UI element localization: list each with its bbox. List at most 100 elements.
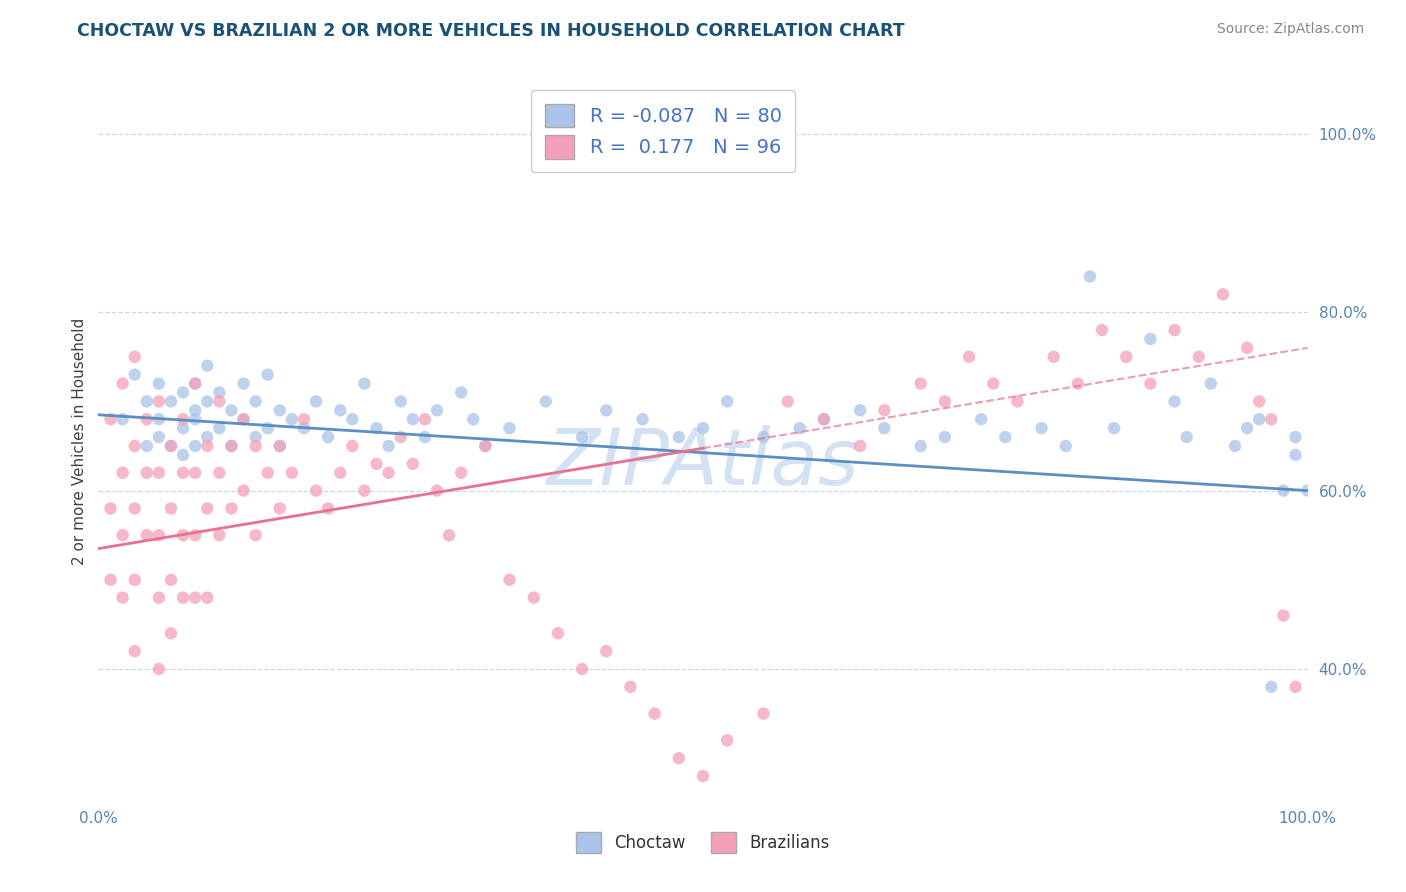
Point <box>195 591 218 605</box>
Point <box>1236 341 1258 355</box>
Point <box>1031 421 1053 435</box>
Point <box>910 376 932 391</box>
Point <box>342 412 364 426</box>
Point <box>160 573 183 587</box>
Point <box>994 430 1017 444</box>
Point <box>124 439 146 453</box>
Point <box>1284 448 1306 462</box>
Point <box>1284 430 1306 444</box>
Point <box>463 412 485 426</box>
Point <box>269 501 291 516</box>
Point <box>148 528 170 542</box>
Point <box>1284 680 1306 694</box>
Point <box>184 439 207 453</box>
Point <box>172 448 194 462</box>
Point <box>208 421 231 435</box>
Point <box>111 466 134 480</box>
Point <box>195 501 218 516</box>
Point <box>426 403 449 417</box>
Point <box>184 412 207 426</box>
Point <box>970 412 993 426</box>
Point <box>184 591 207 605</box>
Point <box>184 466 207 480</box>
Point <box>256 368 278 382</box>
Point <box>957 350 980 364</box>
Point <box>366 421 388 435</box>
Point <box>1007 394 1029 409</box>
Point <box>1078 269 1101 284</box>
Point <box>195 359 218 373</box>
Point <box>111 528 134 542</box>
Point <box>1249 412 1271 426</box>
Y-axis label: 2 or more Vehicles in Household: 2 or more Vehicles in Household <box>72 318 87 566</box>
Point <box>100 573 122 587</box>
Point <box>813 412 835 426</box>
Point <box>292 412 315 426</box>
Point <box>366 457 388 471</box>
Point <box>195 430 218 444</box>
Text: CHOCTAW VS BRAZILIAN 2 OR MORE VEHICLES IN HOUSEHOLD CORRELATION CHART: CHOCTAW VS BRAZILIAN 2 OR MORE VEHICLES … <box>77 22 905 40</box>
Point <box>1272 483 1295 498</box>
Point <box>716 394 738 409</box>
Point <box>195 394 218 409</box>
Point <box>221 501 243 516</box>
Point <box>1260 680 1282 694</box>
Point <box>172 385 194 400</box>
Point <box>776 394 799 409</box>
Point <box>124 368 146 382</box>
Point <box>195 439 218 453</box>
Point <box>981 376 1004 391</box>
Point <box>221 403 243 417</box>
Point <box>1102 421 1125 435</box>
Point <box>910 439 932 453</box>
Point <box>849 439 872 453</box>
Point <box>148 466 170 480</box>
Point <box>124 501 146 516</box>
Point <box>1042 350 1064 364</box>
Point <box>849 403 872 417</box>
Point <box>184 376 207 391</box>
Point <box>377 466 399 480</box>
Point <box>1067 376 1090 391</box>
Point <box>124 644 146 658</box>
Point <box>172 412 194 426</box>
Point <box>148 430 170 444</box>
Point <box>934 394 956 409</box>
Point <box>148 662 170 676</box>
Point <box>389 394 412 409</box>
Point <box>208 528 231 542</box>
Point <box>1223 439 1246 453</box>
Point <box>571 430 593 444</box>
Point <box>1296 483 1319 498</box>
Point <box>413 412 436 426</box>
Point <box>160 439 183 453</box>
Point <box>1163 394 1185 409</box>
Point <box>377 439 399 453</box>
Point <box>474 439 496 453</box>
Point <box>316 501 339 516</box>
Point <box>111 591 134 605</box>
Point <box>172 591 194 605</box>
Point <box>668 751 690 765</box>
Point <box>232 483 254 498</box>
Point <box>329 466 352 480</box>
Point <box>256 421 278 435</box>
Point <box>873 403 896 417</box>
Point <box>1249 394 1271 409</box>
Point <box>329 403 352 417</box>
Point <box>172 421 194 435</box>
Point <box>413 430 436 444</box>
Point <box>172 466 194 480</box>
Point <box>1260 412 1282 426</box>
Point <box>644 706 666 721</box>
Point <box>124 350 146 364</box>
Point <box>353 376 375 391</box>
Point <box>595 644 617 658</box>
Point <box>789 421 811 435</box>
Point <box>148 591 170 605</box>
Point <box>389 430 412 444</box>
Point <box>450 466 472 480</box>
Point <box>426 483 449 498</box>
Point <box>208 466 231 480</box>
Point <box>148 412 170 426</box>
